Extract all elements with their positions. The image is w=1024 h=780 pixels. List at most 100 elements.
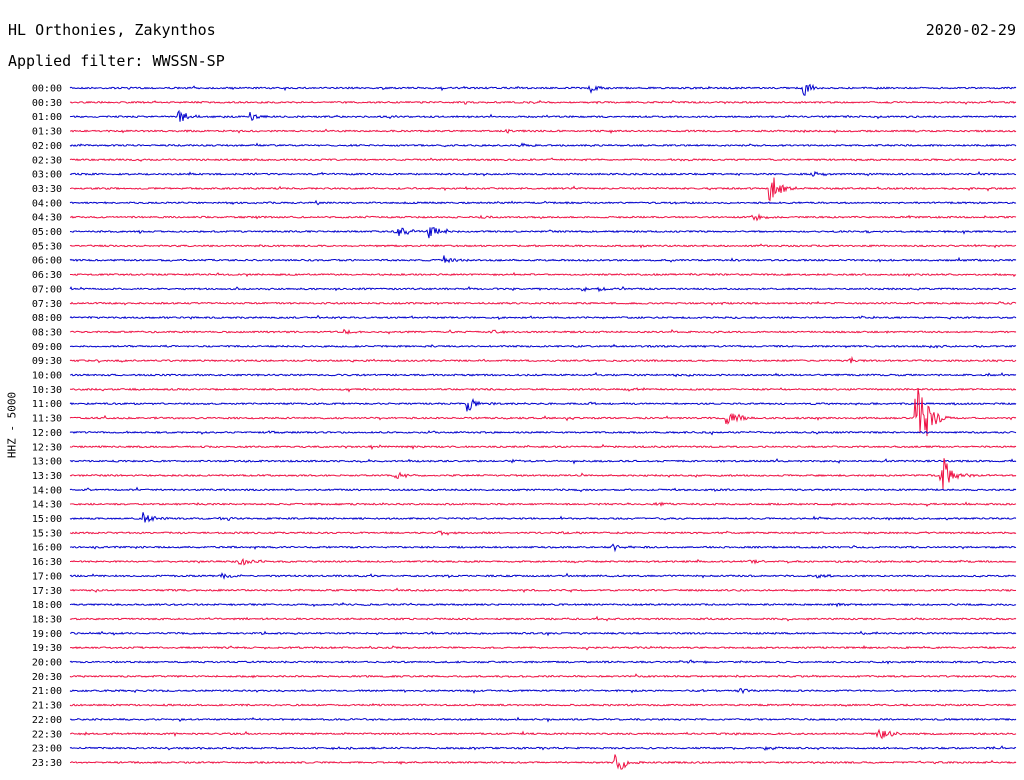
trace-line [69,213,1017,222]
trace-line [69,458,1017,489]
time-tick-label: 10:30 [32,385,62,396]
trace-line [69,501,1017,508]
time-tick-label: 21:00 [32,686,62,697]
trace-line [69,398,1017,412]
trace-line [69,83,1017,96]
time-tick-label: 13:00 [32,457,62,468]
time-tick-label: 06:30 [32,270,62,281]
time-tick-label: 17:30 [32,586,62,597]
time-tick-label: 14:30 [32,500,62,511]
time-tick-label: 02:30 [32,155,62,166]
time-tick-label: 00:00 [32,84,62,95]
trace-line [69,343,1017,349]
trace-line [69,745,1017,751]
time-tick-label: 16:30 [32,557,62,568]
time-tick-label: 11:30 [32,414,62,425]
trace-line [69,388,1017,437]
time-tick-label: 18:00 [32,600,62,611]
trace-line [69,255,1017,264]
trace-line [69,458,1017,465]
trace-line [69,199,1017,206]
time-tick-label: 10:00 [32,371,62,382]
trace-line [69,558,1017,566]
time-tick-label: 23:30 [32,758,62,769]
time-tick-label: 09:00 [32,342,62,353]
trace-line [69,314,1017,321]
time-tick-label: 19:30 [32,643,62,654]
time-tick-label: 03:00 [32,170,62,181]
trace-line [69,687,1017,695]
trace-line [69,443,1017,451]
trace-line [69,157,1017,162]
trace-line [69,587,1017,594]
time-tick-label: 15:30 [32,528,62,539]
time-tick-label: 22:00 [32,715,62,726]
trace-line [69,703,1017,707]
trace-line [69,728,1017,740]
trace-line [69,644,1017,651]
time-tick-label: 12:30 [32,442,62,453]
time-tick-label: 19:00 [32,629,62,640]
trace-line [69,300,1017,306]
trace-line [69,227,1017,239]
trace-line [69,99,1017,105]
trace-line [69,430,1017,436]
trace-line [69,355,1017,364]
trace-line [69,285,1017,293]
time-tick-label: 09:30 [32,356,62,367]
time-tick-label: 00:30 [32,98,62,109]
time-tick-label: 22:30 [32,729,62,740]
time-tick-label: 15:00 [32,514,62,525]
filter-label: Applied filter: WWSSN-SP [8,52,225,70]
trace-line [69,177,1017,202]
time-tick-label: 02:00 [32,141,62,152]
time-tick-label: 05:30 [32,241,62,252]
time-tick-label: 04:00 [32,198,62,209]
trace-line [69,659,1017,665]
time-tick-label: 20:00 [32,658,62,669]
time-tick-label: 03:30 [32,184,62,195]
time-tick-label: 07:30 [32,299,62,310]
trace-line [69,170,1017,177]
time-tick-label: 12:00 [32,428,62,439]
trace-line [69,716,1017,723]
time-tick-label: 08:30 [32,327,62,338]
trace-line [69,601,1017,608]
trace-line [69,572,1017,580]
trace-line [69,371,1017,378]
trace-line [69,271,1017,278]
time-tick-label: 07:00 [32,284,62,295]
time-tick-label: 08:00 [32,313,62,324]
trace-line [69,109,1017,122]
trace-line [69,142,1017,148]
time-tick-label: 01:30 [32,127,62,138]
trace-line [69,543,1017,553]
trace-line [69,615,1017,622]
time-tick-label: 01:00 [32,112,62,123]
time-tick-label: 21:30 [32,701,62,712]
time-tick-label: 06:00 [32,256,62,267]
time-tick-label: 13:30 [32,471,62,482]
time-tick-label: 05:00 [32,227,62,238]
trace-line [69,128,1017,134]
time-tick-label: 18:30 [32,614,62,625]
trace-line [69,328,1017,335]
trace-line [69,530,1017,536]
trace-line [69,630,1017,637]
date-label: 2020-02-29 [925,21,1016,39]
trace-line [69,387,1017,393]
time-tick-label: 16:00 [32,543,62,554]
trace-line [69,512,1017,523]
trace-line [69,486,1017,493]
time-tick-label: 20:30 [32,672,62,683]
trace-line [69,243,1017,249]
station-title: HL Orthonies, Zakynthos [8,21,216,39]
time-tick-label: 23:00 [32,744,62,755]
time-tick-label: 17:00 [32,571,62,582]
time-tick-label: 14:00 [32,485,62,496]
time-tick-label: 04:30 [32,213,62,224]
trace-line [69,673,1017,679]
time-tick-label: 11:00 [32,399,62,410]
trace-line [69,754,1017,770]
